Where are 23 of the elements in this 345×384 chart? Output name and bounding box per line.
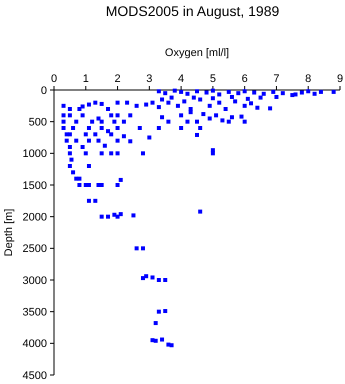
y-tick-label: 2500 <box>22 243 47 256</box>
y-tick-label: 0 <box>40 84 47 97</box>
y-tick-label: 1000 <box>22 148 47 160</box>
y-tick-label: 3500 <box>22 306 47 319</box>
y-tick-label: 4500 <box>22 370 47 382</box>
x-tick-label: 8 <box>305 73 312 85</box>
x-tick-label: 0 <box>50 73 58 85</box>
x-tick-label: 9 <box>336 73 344 85</box>
y-tick-label: 4000 <box>22 338 47 350</box>
y-tick-label: 1500 <box>22 180 47 192</box>
x-tick-label: 3 <box>146 73 152 85</box>
y-tick-label: 500 <box>28 116 47 129</box>
x-tick-label: 7 <box>273 73 280 85</box>
x-tick-label: 1 <box>82 73 89 85</box>
x-tick-label: 6 <box>242 73 248 85</box>
x-axis-title: Oxygen [ml/l] <box>164 47 230 59</box>
x-tick-label: 2 <box>114 73 121 85</box>
y-axis-title: Depth [m] <box>3 208 15 256</box>
chart-title: MODS2005 in August, 1989 <box>106 3 280 19</box>
y-tick-label: 3000 <box>22 274 47 287</box>
x-tick-label: 5 <box>210 73 216 85</box>
x-tick-label: 4 <box>178 73 184 85</box>
y-tick-label: 2000 <box>22 212 47 224</box>
